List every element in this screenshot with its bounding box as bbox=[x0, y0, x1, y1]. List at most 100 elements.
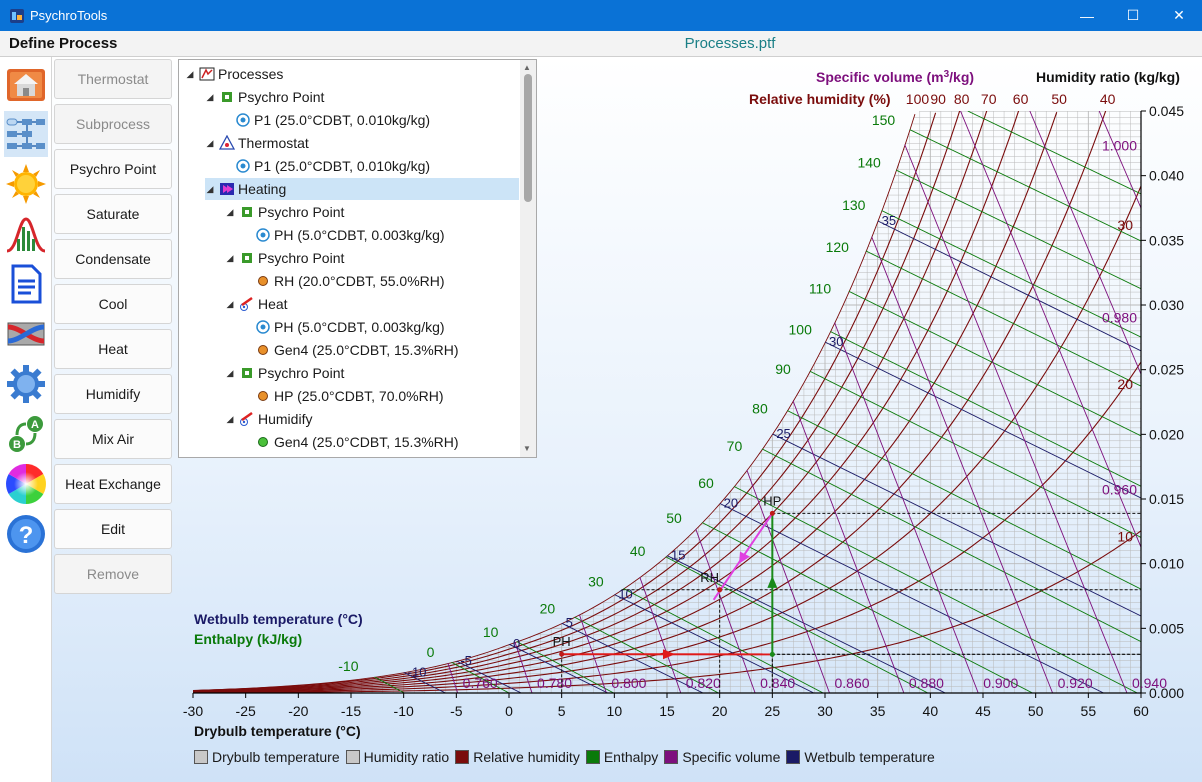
tree-item-label: Gen4 (25.0°CDBT, 15.3%RH) bbox=[274, 342, 459, 358]
cool-button[interactable]: Cool bbox=[54, 284, 172, 324]
heat-exchange-button[interactable]: Heat Exchange bbox=[54, 464, 172, 504]
tree-item[interactable]: ◢ Heat bbox=[225, 293, 519, 315]
color-wheel-icon bbox=[6, 464, 46, 504]
sidebar-item-house[interactable] bbox=[4, 61, 48, 107]
expand-toggle-icon[interactable]: ◢ bbox=[226, 367, 234, 378]
tree-item[interactable]: ◢ Heating bbox=[205, 178, 519, 200]
tree-item[interactable]: ◢ Psychro Point bbox=[225, 362, 519, 384]
heat-exchanger-icon bbox=[7, 322, 45, 346]
process-point[interactable] bbox=[717, 587, 723, 593]
expand-toggle-icon[interactable]: ◢ bbox=[226, 252, 234, 263]
process-tree[interactable]: ◢ Processes ◢ Psychro Point P1 (25.0°CDBT, 0… bbox=[178, 59, 537, 458]
legend-swatch[interactable] bbox=[345, 750, 360, 764]
tree-scrollbar[interactable]: ▲ ▼ bbox=[520, 60, 536, 457]
process-point[interactable] bbox=[769, 510, 775, 516]
sidebar-item-exchanger[interactable] bbox=[4, 311, 48, 357]
rh-curve bbox=[193, 111, 989, 692]
sidebar-item-weather[interactable] bbox=[4, 161, 48, 207]
tree-item-label: Psychro Point bbox=[238, 89, 325, 105]
scroll-thumb[interactable] bbox=[524, 74, 532, 202]
legend-swatch[interactable] bbox=[455, 750, 470, 764]
sidebar-item-convert[interactable]: A B bbox=[4, 411, 48, 457]
tree-item[interactable]: P1 (25.0°CDBT, 0.010kg/kg) bbox=[225, 109, 519, 131]
tree-item[interactable]: Gen4 (25.0°CDBT, 15.3%RH) bbox=[245, 339, 519, 361]
remove-button[interactable]: Remove bbox=[54, 554, 172, 594]
thermostat-button[interactable]: Thermostat bbox=[54, 59, 172, 99]
wetbulb-line bbox=[561, 622, 704, 693]
scroll-up-icon[interactable]: ▲ bbox=[523, 63, 531, 72]
expand-toggle-icon[interactable]: ◢ bbox=[186, 68, 194, 79]
tree-item[interactable]: ◢ Psychro Point bbox=[225, 201, 519, 223]
legend-item[interactable]: Specific volume bbox=[664, 749, 780, 765]
tree-item[interactable]: P1 (25.0°CDBT, 0.010kg/kg) bbox=[225, 155, 519, 177]
app-logo-icon bbox=[10, 8, 24, 23]
legend-item[interactable]: Wetbulb temperature bbox=[786, 749, 935, 765]
humidify-button[interactable]: Humidify bbox=[54, 374, 172, 414]
tree-item[interactable]: RH (20.0°CDBT, 55.0%RH) bbox=[245, 270, 519, 292]
minimize-button[interactable]: — bbox=[1080, 7, 1094, 24]
psychro-point-button[interactable]: Psychro Point bbox=[54, 149, 172, 189]
tree-item[interactable]: Gen4 (25.0°CDBT, 15.3%RH) bbox=[245, 431, 519, 453]
file-name: Processes.ptf bbox=[684, 35, 776, 52]
psychro-point-icon bbox=[239, 365, 255, 381]
y-tick-label: 0.025 bbox=[1149, 362, 1184, 378]
specific-volume-title-suffix: /kg) bbox=[949, 69, 974, 85]
legend-item[interactable]: Humidity ratio bbox=[345, 749, 449, 765]
legend-item[interactable]: Relative humidity bbox=[455, 749, 580, 765]
expand-toggle-icon[interactable]: ◢ bbox=[206, 183, 214, 194]
volume-label: 0.940 bbox=[1132, 675, 1167, 691]
volume-label: 0.900 bbox=[983, 675, 1018, 691]
legend-swatch[interactable] bbox=[194, 750, 208, 764]
legend-swatch[interactable] bbox=[585, 750, 600, 764]
legend-item[interactable]: Enthalpy bbox=[585, 749, 658, 765]
expand-toggle-icon[interactable]: ◢ bbox=[206, 137, 214, 148]
expand-toggle-icon[interactable]: ◢ bbox=[206, 91, 214, 102]
tree-item[interactable]: ◢ Thermostat bbox=[205, 132, 519, 154]
x-tick-label: 55 bbox=[1081, 703, 1097, 719]
psychro-point-icon bbox=[239, 204, 255, 220]
sidebar-item-settings[interactable] bbox=[4, 361, 48, 407]
legend-label: Drybulb temperature bbox=[212, 749, 340, 765]
volume-label: 0.880 bbox=[909, 675, 944, 691]
subprocess-button[interactable]: Subprocess bbox=[54, 104, 172, 144]
help-icon: ? bbox=[7, 515, 45, 553]
process-point[interactable] bbox=[559, 651, 565, 657]
heat-button[interactable]: Heat bbox=[54, 329, 172, 369]
volume-label: 0.980 bbox=[1102, 309, 1137, 325]
legend-swatch[interactable] bbox=[786, 750, 801, 764]
point-target-icon bbox=[235, 158, 251, 174]
tree-item[interactable]: PH (5.0°CDBT, 0.003kg/kg) bbox=[245, 316, 519, 338]
condensate-button[interactable]: Condensate bbox=[54, 239, 172, 279]
scroll-down-icon[interactable]: ▼ bbox=[523, 444, 531, 453]
enthalpy-line bbox=[774, 111, 1141, 693]
expand-toggle-icon[interactable]: ◢ bbox=[226, 206, 234, 217]
saturate-button[interactable]: Saturate bbox=[54, 194, 172, 234]
maximize-button[interactable]: ☐ bbox=[1126, 7, 1140, 23]
sidebar-item-colors[interactable] bbox=[4, 461, 48, 507]
tree-item[interactable]: ◢ Psychro Point bbox=[225, 247, 519, 269]
expand-toggle-icon[interactable]: ◢ bbox=[226, 413, 234, 424]
tree-item[interactable]: ◢ Humidify bbox=[225, 408, 519, 430]
edit-button[interactable]: Edit bbox=[54, 509, 172, 549]
tree-item-label: PH (5.0°CDBT, 0.003kg/kg) bbox=[274, 227, 445, 243]
volume-line bbox=[1029, 111, 1141, 693]
process-point[interactable] bbox=[769, 651, 775, 657]
tree-item[interactable]: PH (5.0°CDBT, 0.003kg/kg) bbox=[245, 224, 519, 246]
legend-swatch[interactable] bbox=[664, 750, 679, 764]
tree-item[interactable]: ◢ Processes bbox=[185, 63, 519, 85]
x-tick-label: 40 bbox=[923, 703, 939, 719]
tree-item-label: Thermostat bbox=[238, 135, 309, 151]
sidebar-item-help[interactable]: ? bbox=[4, 511, 48, 557]
close-button[interactable]: ✕ bbox=[1173, 7, 1185, 23]
x-tick-label: 5 bbox=[558, 703, 566, 719]
sidebar-item-report[interactable] bbox=[4, 261, 48, 307]
expand-toggle-icon[interactable]: ◢ bbox=[226, 298, 234, 309]
y-tick-label: 0.000 bbox=[1149, 685, 1184, 701]
svg-text:A: A bbox=[31, 419, 39, 431]
tree-item[interactable]: ◢ Psychro Point bbox=[205, 86, 519, 108]
sidebar-item-process[interactable] bbox=[4, 111, 48, 157]
tree-item[interactable]: HP (25.0°CDBT, 70.0%RH) bbox=[245, 385, 519, 407]
legend-item[interactable]: Drybulb temperature bbox=[194, 749, 340, 765]
mix-air-button[interactable]: Mix Air bbox=[54, 419, 172, 459]
sidebar-item-statistics[interactable] bbox=[4, 211, 48, 257]
